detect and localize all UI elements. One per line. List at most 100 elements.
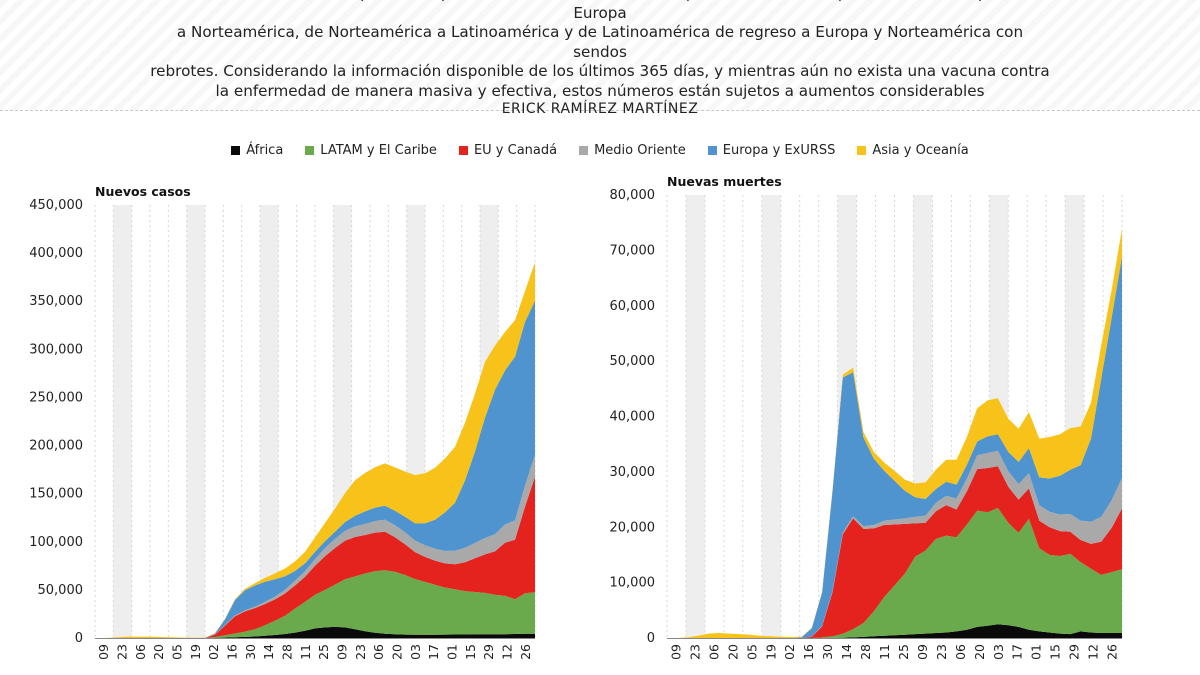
- y-tick-label: 250,000: [29, 390, 83, 405]
- x-tick-label: 12: [500, 644, 515, 660]
- x-tick-label: 30: [820, 644, 835, 660]
- intro-line: la enfermedad de manera masiva y efectiv…: [215, 81, 985, 100]
- grid-band: [260, 205, 279, 638]
- legend-swatch: [458, 146, 468, 155]
- x-tick-label: 03: [991, 644, 1006, 660]
- x-tick-label: 20: [972, 644, 987, 660]
- x-tick-label: 03: [408, 644, 423, 660]
- chart-1: 0 50,000 100,000 150,000 200,000 250,000 300,0…: [29, 184, 536, 660]
- x-tick-label: 14: [839, 644, 854, 660]
- x-tick-label: 29: [481, 644, 496, 660]
- grid-band: [685, 195, 705, 638]
- area-series-2: [667, 507, 1122, 638]
- area-series-1: [95, 626, 535, 638]
- x-tick-label: 17: [1010, 644, 1025, 660]
- legend-item-eu-canada: EU y Canadá: [458, 143, 558, 158]
- x-tick-label: 28: [858, 644, 873, 660]
- x-tick-label: 14: [261, 644, 276, 660]
- x-tick-label: 09: [668, 644, 683, 660]
- x-tick-label: 01: [1029, 644, 1044, 660]
- intro-line: a Norteamérica, de Norteamérica a Latino…: [176, 23, 1024, 61]
- x-tick-label: 23: [115, 644, 130, 660]
- x-tick-label: 23: [687, 644, 702, 660]
- legend-swatch: [579, 146, 589, 155]
- x-tick-label: 25: [316, 644, 331, 660]
- intro-text: fallecidos. Durante este periodo la pand…: [0, 0, 1200, 110]
- x-tick-label: 15: [1048, 644, 1063, 660]
- x-tick-label: 28: [280, 644, 295, 660]
- legend-label: LATAM y El Caribe: [320, 143, 437, 158]
- x-tick-label: 06: [371, 644, 386, 660]
- y-tick-label: 80,000: [610, 188, 656, 203]
- grid-band: [761, 195, 781, 638]
- legend-item-africa: África: [231, 143, 283, 158]
- y-tick-label: 70,000: [610, 243, 656, 258]
- x-tick-label: 19: [763, 644, 778, 660]
- x-tick-label: 06: [706, 644, 721, 660]
- x-tick-label: 20: [725, 644, 740, 660]
- x-tick-label: 02: [206, 644, 221, 660]
- y-tick-label: 30,000: [610, 465, 656, 480]
- legend-item-europa: Europa y ExURSS: [707, 143, 836, 158]
- legend-swatch: [231, 146, 241, 155]
- y-tick-label: 0: [75, 631, 83, 646]
- x-tick-label: 19: [188, 644, 203, 660]
- x-tick-label: 09: [335, 644, 350, 660]
- legend-swatch: [857, 146, 867, 155]
- x-tick-label: 12: [1086, 644, 1101, 660]
- x-tick-label: 05: [744, 644, 759, 660]
- x-tick-label: 05: [170, 644, 185, 660]
- x-tick-label: 26: [1105, 644, 1120, 660]
- y-tick-label: 10,000: [610, 576, 656, 591]
- x-tick-label: 30: [243, 644, 258, 660]
- area-series-2: [95, 570, 535, 638]
- legend-label: África: [246, 143, 284, 158]
- y-axis-title: Nuevas muertes: [667, 174, 782, 189]
- x-tick-label: 09: [96, 644, 111, 660]
- y-tick-label: 40,000: [610, 410, 656, 425]
- x-tick-label: 20: [151, 644, 166, 660]
- x-tick-label: 09: [915, 644, 930, 660]
- x-tick-label: 23: [934, 644, 949, 660]
- legend-item-latam: LATAM y El Caribe: [305, 143, 437, 158]
- x-tick-label: 06: [953, 644, 968, 660]
- x-tick-label: 02: [782, 644, 797, 660]
- y-tick-label: 20,000: [610, 520, 656, 535]
- grid-band: [186, 205, 205, 638]
- area-series-6: [667, 228, 1122, 639]
- area-series-1: [667, 624, 1122, 638]
- x-tick-label: 17: [426, 644, 441, 660]
- x-tick-label: 11: [298, 644, 313, 660]
- divider: [0, 110, 1200, 111]
- x-tick-label: 11: [877, 644, 892, 660]
- intro-line: fallecidos. Durante este periodo la pand…: [175, 0, 1026, 22]
- y-tick-label: 50,000: [610, 354, 656, 369]
- intro-line: rebrotes. Considerando la información di…: [150, 62, 1050, 81]
- legend-swatch: [707, 146, 717, 155]
- y-tick-label: 200,000: [29, 439, 83, 454]
- y-axis-title: Nuevos casos: [95, 184, 191, 199]
- legend-item-asia: Asia y Oceanía: [857, 143, 969, 158]
- area-series-3: [667, 466, 1122, 638]
- legend-label: EU y Canadá: [473, 143, 558, 158]
- x-tick-label: 29: [1067, 644, 1082, 660]
- author-byline: ERICK RAMÍREZ MARTÍNEZ: [501, 101, 699, 117]
- x-tick-label: 20: [390, 644, 405, 660]
- y-tick-label: 400,000: [29, 246, 83, 261]
- x-tick-label: 15: [463, 644, 478, 660]
- y-tick-label: 350,000: [29, 294, 83, 309]
- x-tick-label: 16: [801, 644, 816, 660]
- chart-2: 0 10,000 20,000 30,000 40,000 50,000 60,000 70,…: [610, 174, 1123, 660]
- y-tick-label: 100,000: [29, 535, 83, 550]
- y-tick-label: 50,000: [38, 583, 84, 598]
- y-tick-label: 60,000: [610, 299, 656, 314]
- x-tick-label: 06: [133, 644, 148, 660]
- y-tick-label: 150,000: [29, 487, 83, 502]
- legend-label: Asia y Oceanía: [872, 143, 969, 158]
- legend-swatch: [305, 146, 315, 155]
- x-tick-label: 23: [353, 644, 368, 660]
- legend: África LATAM y El Caribe EU y Canadá Med…: [0, 143, 1200, 158]
- legend-label: Europa y ExURSS: [722, 143, 836, 158]
- x-tick-label: 16: [225, 644, 240, 660]
